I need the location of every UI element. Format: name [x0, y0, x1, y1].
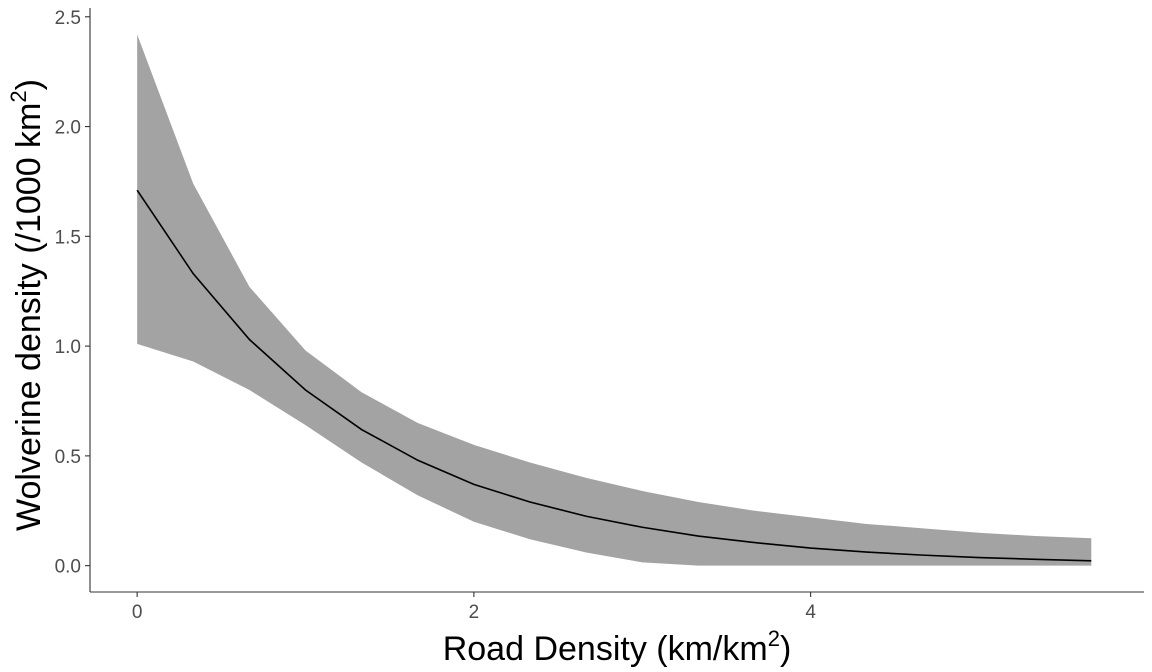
- x-tick-label: 2: [469, 602, 480, 623]
- y-tick-label: 2.5: [55, 8, 81, 29]
- x-tick-label: 4: [805, 602, 816, 623]
- y-tick-label: 1.0: [55, 337, 81, 358]
- y-tick-label: 1.5: [55, 227, 81, 248]
- estimate-line: [136, 189, 1092, 562]
- y-axis-title: Wolverine density (/1000 km2): [6, 79, 48, 531]
- x-tick-label: 0: [132, 602, 143, 623]
- y-tick-label: 0.0: [55, 557, 81, 578]
- confidence-band: [137, 34, 1092, 566]
- plot-area: [136, 34, 1092, 566]
- x-axis-ticks: 0 2 4: [132, 592, 816, 623]
- y-tick-label: 2.0: [55, 118, 81, 139]
- y-tick-label: 0.5: [55, 447, 81, 468]
- x-axis-title: Road Density (km/km2): [443, 626, 792, 668]
- y-axis-ticks: 0.0 0.5 1.0 1.5 2.0 2.5: [55, 8, 90, 578]
